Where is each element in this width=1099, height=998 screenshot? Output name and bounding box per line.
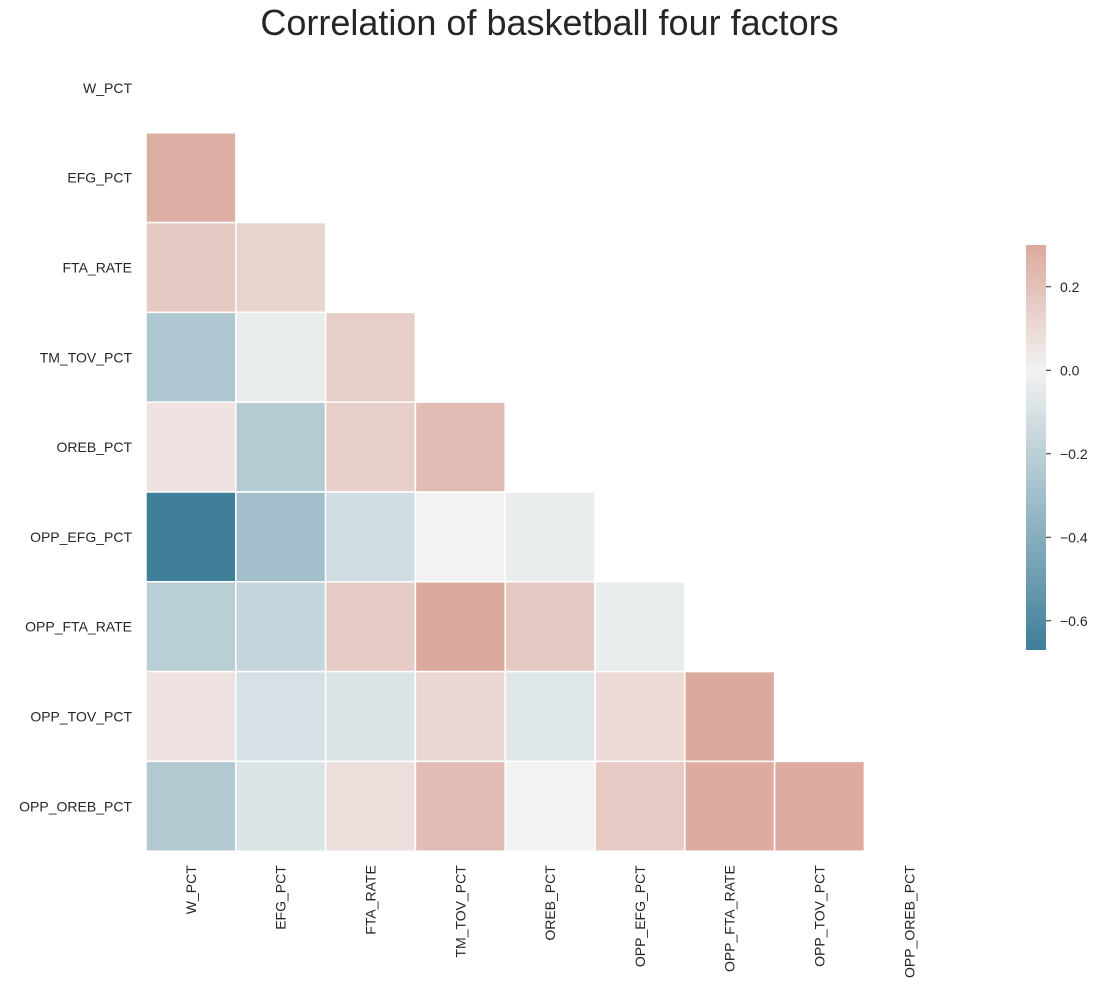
heatmap-cell-tm_tov_pct-w_pct xyxy=(145,311,237,403)
colorbar-tick-label: 0.2 xyxy=(1060,279,1080,295)
heatmap-cell-opp_oreb_pct-opp_efg_pct xyxy=(594,760,686,852)
y-tick-label: OPP_OREB_PCT xyxy=(19,798,132,814)
y-tick-label: OREB_PCT xyxy=(57,439,133,455)
heatmap-cell-opp_efg_pct-w_pct xyxy=(145,491,237,583)
heatmap-cell-opp_fta_rate-tm_tov_pct xyxy=(414,581,506,673)
colorbar-tick-label: 0.0 xyxy=(1060,362,1080,378)
colorbar-tick-label: −0.2 xyxy=(1060,446,1088,462)
heatmap-cell-opp_oreb_pct-fta_rate xyxy=(324,760,417,852)
heatmap-cell-opp_oreb_pct-opp_fta_rate xyxy=(684,760,776,852)
heatmap-cell-opp_oreb_pct-efg_pct xyxy=(235,760,327,852)
heatmap-cell-opp_oreb_pct-w_pct xyxy=(145,760,237,852)
x-tick-label: OPP_EFG_PCT xyxy=(632,865,648,967)
x-axis-tick-labels: W_PCT EFG_PCT FTA_RATE TM_TOV_PCT OREB_PCT OP… xyxy=(183,865,917,978)
y-tick-label: W_PCT xyxy=(83,80,132,96)
y-tick-label: OPP_EFG_PCT xyxy=(30,529,132,545)
heatmap-cell-fta_rate-efg_pct xyxy=(235,221,327,314)
chart-title: Correlation of basketball four factors xyxy=(260,2,839,43)
heatmap-cell-opp_fta_rate-w_pct xyxy=(145,581,237,673)
heatmap-cell-opp_fta_rate-efg_pct xyxy=(235,581,327,673)
y-tick-label: OPP_TOV_PCT xyxy=(30,709,132,725)
y-tick-label: EFG_PCT xyxy=(67,170,132,186)
y-tick-label: FTA_RATE xyxy=(63,260,133,276)
heatmap-cell-opp_fta_rate-opp_efg_pct xyxy=(594,581,686,673)
heatmap-cell-opp_tov_pct-opp_fta_rate xyxy=(684,670,776,763)
y-tick-label: OPP_FTA_RATE xyxy=(25,619,132,635)
colorbar-tick-label: −0.4 xyxy=(1060,529,1088,545)
heatmap-cell-efg_pct-w_pct xyxy=(145,132,237,224)
colorbar-bar xyxy=(1026,245,1046,650)
x-tick-label: TM_TOV_PCT xyxy=(452,865,468,958)
heatmap-cell-opp_oreb_pct-oreb_pct xyxy=(504,760,596,852)
x-tick-label: OPP_FTA_RATE xyxy=(722,865,738,972)
x-tick-label: OPP_TOV_PCT xyxy=(812,865,828,967)
heatmap-cell-opp_tov_pct-efg_pct xyxy=(235,670,327,763)
colorbar-tick-label: −0.6 xyxy=(1060,613,1088,629)
x-tick-label: OREB_PCT xyxy=(542,865,558,941)
heatmap-cell-opp_fta_rate-fta_rate xyxy=(324,581,417,673)
y-tick-label: TM_TOV_PCT xyxy=(40,349,133,365)
x-tick-label: OPP_OREB_PCT xyxy=(901,865,917,978)
heatmap-cell-opp_efg_pct-tm_tov_pct xyxy=(414,491,506,583)
heatmap-cell-oreb_pct-efg_pct xyxy=(235,401,327,493)
colorbar: 0.2 0.0 −0.2 −0.4 −0.6 xyxy=(1026,245,1088,650)
heatmap-cell-opp_fta_rate-oreb_pct xyxy=(504,581,596,673)
heatmap-cell-tm_tov_pct-fta_rate xyxy=(324,311,417,403)
heatmap-cell-opp_tov_pct-fta_rate xyxy=(324,670,417,763)
heatmap-cell-oreb_pct-tm_tov_pct xyxy=(414,401,506,493)
heatmap-cell-opp_tov_pct-tm_tov_pct xyxy=(414,670,506,763)
heatmap-cell-tm_tov_pct-efg_pct xyxy=(235,311,327,403)
colorbar-ticks: 0.2 0.0 −0.2 −0.4 −0.6 xyxy=(1046,279,1088,629)
heatmap-cells xyxy=(145,132,866,852)
y-axis-tick-labels: W_PCT EFG_PCT FTA_RATE TM_TOV_PCT OREB_PCT OP… xyxy=(19,80,132,814)
heatmap-cell-opp_efg_pct-oreb_pct xyxy=(504,491,596,583)
heatmap-cell-opp_tov_pct-opp_efg_pct xyxy=(594,670,686,763)
heatmap-cell-opp_efg_pct-fta_rate xyxy=(324,491,417,583)
heatmap-cell-opp_oreb_pct-opp_tov_pct xyxy=(773,760,866,852)
heatmap-cell-opp_tov_pct-oreb_pct xyxy=(504,670,596,763)
heatmap-cell-opp_tov_pct-w_pct xyxy=(145,670,237,763)
x-tick-label: EFG_PCT xyxy=(273,865,289,930)
heatmap-cell-opp_efg_pct-efg_pct xyxy=(235,491,327,583)
x-tick-label: W_PCT xyxy=(183,865,199,914)
x-tick-label: FTA_RATE xyxy=(363,865,379,935)
heatmap-cell-oreb_pct-fta_rate xyxy=(324,401,417,493)
heatmap-cell-oreb_pct-w_pct xyxy=(145,401,237,493)
heatmap-cell-opp_oreb_pct-tm_tov_pct xyxy=(414,760,506,852)
heatmap-cell-fta_rate-w_pct xyxy=(145,221,237,314)
